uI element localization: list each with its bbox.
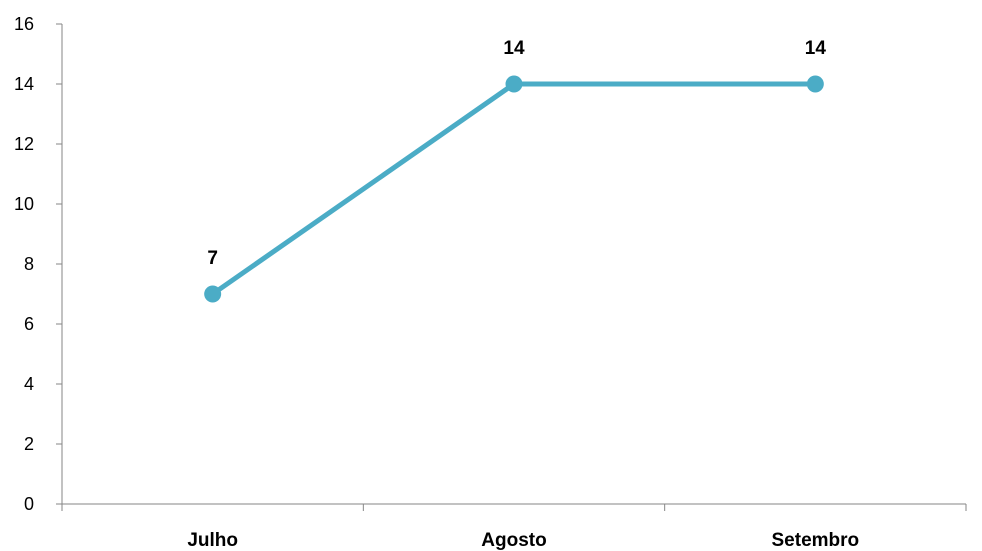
series-line	[210, 81, 818, 297]
y-tick-label: 8	[24, 254, 34, 274]
y-tick-label: 12	[14, 134, 34, 154]
data-label: 14	[503, 38, 525, 59]
y-tick-label: 10	[14, 194, 34, 214]
data-label: 7	[207, 248, 218, 269]
x-category-label: Setembro	[772, 530, 860, 551]
y-tick-label: 6	[24, 314, 34, 334]
x-axis-ticks: Julho Agosto Setembro	[61, 504, 967, 551]
y-axis-ticks: 0 2 4 6 8 10 12 14 16	[14, 14, 62, 514]
data-point	[204, 285, 222, 303]
x-category-label: Agosto	[481, 530, 546, 551]
data-labels: 7 14 14	[207, 38, 826, 269]
x-category-label: Julho	[187, 530, 238, 551]
y-tick-label: 14	[14, 74, 34, 94]
y-tick-label: 0	[24, 494, 34, 514]
y-tick-label: 2	[24, 434, 34, 454]
y-tick-label: 4	[24, 374, 34, 394]
y-tick-label: 16	[14, 14, 34, 34]
axes	[61, 24, 966, 505]
data-point	[505, 75, 523, 93]
data-point	[806, 75, 824, 93]
series-group	[204, 75, 824, 303]
data-label: 14	[805, 38, 827, 59]
